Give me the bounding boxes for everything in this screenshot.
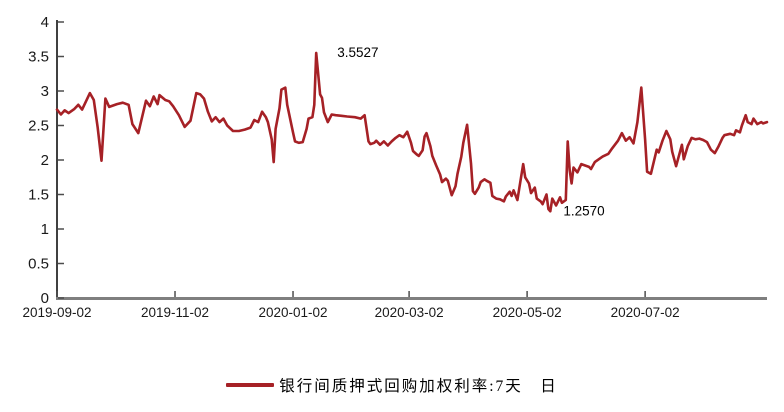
y-tick-label: 3.5 xyxy=(28,49,49,66)
y-tick-label: 2 xyxy=(41,152,49,169)
y-tick-label: 1.5 xyxy=(28,187,49,204)
y-tick-label: 2.5 xyxy=(28,118,49,135)
y-tick-label: 4 xyxy=(41,14,49,31)
legend: 银行间质押式回购加权利率:7天 日 xyxy=(0,374,784,396)
x-tick-label: 2020-01-02 xyxy=(258,305,327,320)
annotation-min-value: 1.2570 xyxy=(563,203,604,218)
y-tick-label: 0.5 xyxy=(28,256,49,273)
x-tick-label: 2019-09-02 xyxy=(22,305,91,320)
annotation-max-value: 3.5527 xyxy=(337,45,378,60)
legend-label: 银行间质押式回购加权利率:7天 日 xyxy=(279,378,558,395)
y-tick-label: 1 xyxy=(41,221,49,238)
x-tick-label: 2020-03-02 xyxy=(375,305,444,320)
x-tick-label: 2020-07-02 xyxy=(611,305,680,320)
y-tick-label: 3 xyxy=(41,83,49,100)
y-tick-label: 0 xyxy=(41,290,49,307)
rate-series-line xyxy=(55,51,769,213)
x-tick-label: 2019-11-02 xyxy=(141,305,209,320)
legend-line-swatch xyxy=(226,383,275,387)
x-tick-label: 2020-05-02 xyxy=(493,305,562,320)
